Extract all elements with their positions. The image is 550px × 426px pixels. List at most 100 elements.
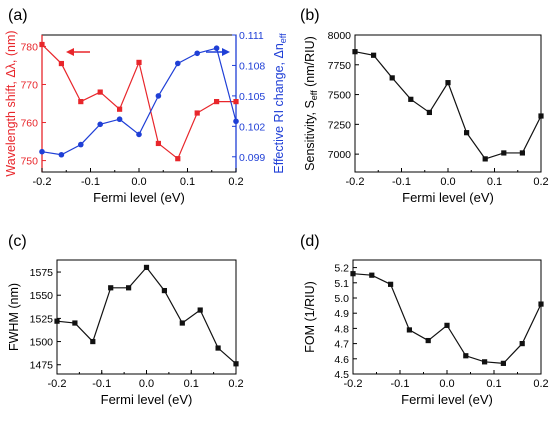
series-wavelength-shift-point	[78, 98, 84, 105]
chart-1-x-tick-label: 0.2	[533, 176, 548, 188]
series-wavelength-shift-point	[97, 89, 103, 95]
chart-0-y-tick-label: 750	[20, 156, 38, 168]
chart-3-x-axis-label: Fermi level (eV)	[401, 392, 493, 407]
chart-3-x-tick-label: 0.0	[439, 378, 454, 390]
chart-0-y2-tick-label: 0.099	[239, 152, 265, 164]
panel-label: (a)	[8, 7, 28, 24]
series-panel-c-point	[90, 338, 96, 345]
y-axis-label: Sensitivity, Seff (nm/RIU)	[303, 36, 319, 171]
chart-0-y-tick-label: 760	[20, 118, 38, 130]
chart-panel-b: (b) -0.2 -0.1 0.0 0.1 0.2 Fermi level (eV) 7000…	[300, 7, 549, 205]
chart-2-y-tick-label: 1475	[30, 360, 54, 372]
y-axis-label-right-subscript: eff	[278, 33, 288, 43]
series-panel-b-point	[501, 150, 507, 156]
series-panel-c-point	[126, 285, 132, 291]
chart-2-y-tick-label: 1500	[30, 337, 54, 349]
series-panel-b-point	[445, 80, 451, 86]
chart-2-x-tick-label: 0.0	[139, 378, 154, 390]
series-panel-d-point	[463, 353, 469, 359]
chart-0-x-tick-label: 0.2	[228, 176, 243, 188]
chart-3-plot-frame	[352, 259, 542, 375]
chart-3-y-tick-label: 4.9	[334, 308, 349, 320]
y-axis-label-right-text: Effective RI change, Δn	[272, 43, 286, 173]
chart-1-x-tick-label: -0.2	[346, 176, 365, 188]
series-panel-d-point	[538, 301, 544, 307]
chart-0-y-tick-label: 770	[20, 79, 38, 91]
chart-0-y2-tick-label: 0.108	[239, 60, 265, 72]
chart-1-x-tick-label: 0.0	[440, 176, 455, 188]
chart-0-plot-frame	[41, 34, 237, 173]
chart-1-y-tick-label: 7250	[328, 119, 352, 131]
chart-2-y-tick-label: 1550	[30, 290, 54, 302]
series-wavelength-shift-point	[214, 98, 220, 105]
series-panel-d-point	[482, 359, 488, 365]
series-panel-c-point	[143, 264, 150, 271]
series-wavelength-shift-point	[136, 59, 142, 65]
series-panel-d-point	[444, 322, 450, 328]
chart-panel-c: (c) -0.2 -0.1 0.0 0.1 0.2 Fermi level (eV) 1475…	[7, 233, 244, 407]
series-ri-change-point	[175, 60, 181, 67]
y-axis-label: FOM (1/RIU)	[303, 281, 317, 353]
series-panel-b-point	[464, 130, 470, 136]
series-panel-c-point	[72, 320, 78, 326]
chart-0-y-tick-label: 780	[20, 41, 38, 53]
series-ri-change-point	[213, 45, 220, 51]
chart-3-y-tick-label: 5.2	[334, 263, 349, 275]
series-wavelength-shift-point	[175, 156, 181, 162]
y-axis-label-text: Sensitivity, S	[303, 100, 317, 171]
chart-1-x-axis-label: Fermi level (eV)	[402, 190, 494, 205]
series-panel-b-point	[389, 75, 395, 81]
series-panel-b-point	[371, 52, 377, 58]
series-ri-change-point	[97, 121, 103, 128]
series-panel-c-point	[215, 345, 221, 351]
series-panel-b-point	[482, 156, 488, 162]
chart-2-y-tick-label: 1525	[30, 313, 54, 325]
chart-0-x-tick-label: 0.1	[180, 176, 195, 188]
panel-label: (b)	[300, 7, 320, 24]
series-panel-c-point	[108, 285, 114, 291]
series-panel-b-point	[408, 96, 414, 102]
chart-2-x-tick-label: 0.2	[228, 378, 243, 390]
series-ri-change-point	[136, 131, 142, 138]
chart-3-x-tick-label: 0.1	[486, 378, 501, 390]
series-panel-d-point	[500, 360, 506, 366]
chart-1-x-tick-label: 0.1	[487, 176, 502, 188]
series-ri-change-point	[116, 116, 123, 123]
chart-3-y-tick-label: 4.8	[334, 323, 349, 335]
y-axis-label-unit: (nm/RIU)	[303, 36, 317, 90]
chart-1-y-tick-label: 8000	[328, 30, 352, 42]
chart-3-x-tick-label: -0.2	[344, 378, 363, 390]
chart-3-y-tick-label: 4.6	[334, 354, 349, 366]
chart-3-y-tick-label: 4.7	[334, 339, 349, 351]
series-panel-b-point	[519, 150, 525, 156]
series-panel-c-point	[233, 361, 239, 367]
chart-0-x-tick-label: -0.2	[33, 176, 52, 188]
chart-0-x-tick-label: -0.1	[81, 176, 100, 188]
series-panel-c-point	[179, 320, 185, 326]
chart-0-y2-tick-label: 0.105	[239, 91, 265, 103]
chart-1-y-tick-label: 7000	[328, 149, 352, 161]
series-panel-b-point	[426, 109, 432, 116]
chart-2-x-axis-label: Fermi level (eV)	[101, 392, 193, 407]
series-wavelength-shift-point	[233, 98, 239, 105]
chart-3-y-tick-label: 5.1	[334, 278, 349, 290]
series-panel-d-point	[519, 341, 525, 347]
series-panel-c-point	[197, 307, 203, 313]
series-panel-d-point	[350, 271, 356, 277]
chart-1-x-tick-label: -0.1	[392, 176, 411, 188]
series-panel-b-line	[354, 51, 542, 160]
chart-0-x-tick-label: 0.0	[131, 176, 146, 188]
chart-3-x-tick-label: 0.2	[533, 378, 548, 390]
series-panel-b-point	[352, 49, 358, 55]
series-ri-change-point	[58, 151, 65, 158]
chart-panel-a: (a) -0.2 -0.1 0.0 0.1 0.2 Fermi level (eV) 750 7…	[4, 7, 288, 205]
series-ri-change-point	[39, 148, 45, 155]
y-axis-label-text: FWHM (nm)	[7, 283, 21, 351]
left-arrow-head-icon	[66, 48, 74, 56]
chart-0-y2-tick-label: 0.102	[239, 121, 265, 133]
chart-3-x-tick-label: -0.1	[391, 378, 410, 390]
series-ri-change-point	[155, 93, 162, 99]
y-axis-label-text: FOM (1/RIU)	[303, 281, 317, 353]
panel-label: (c)	[8, 233, 27, 250]
